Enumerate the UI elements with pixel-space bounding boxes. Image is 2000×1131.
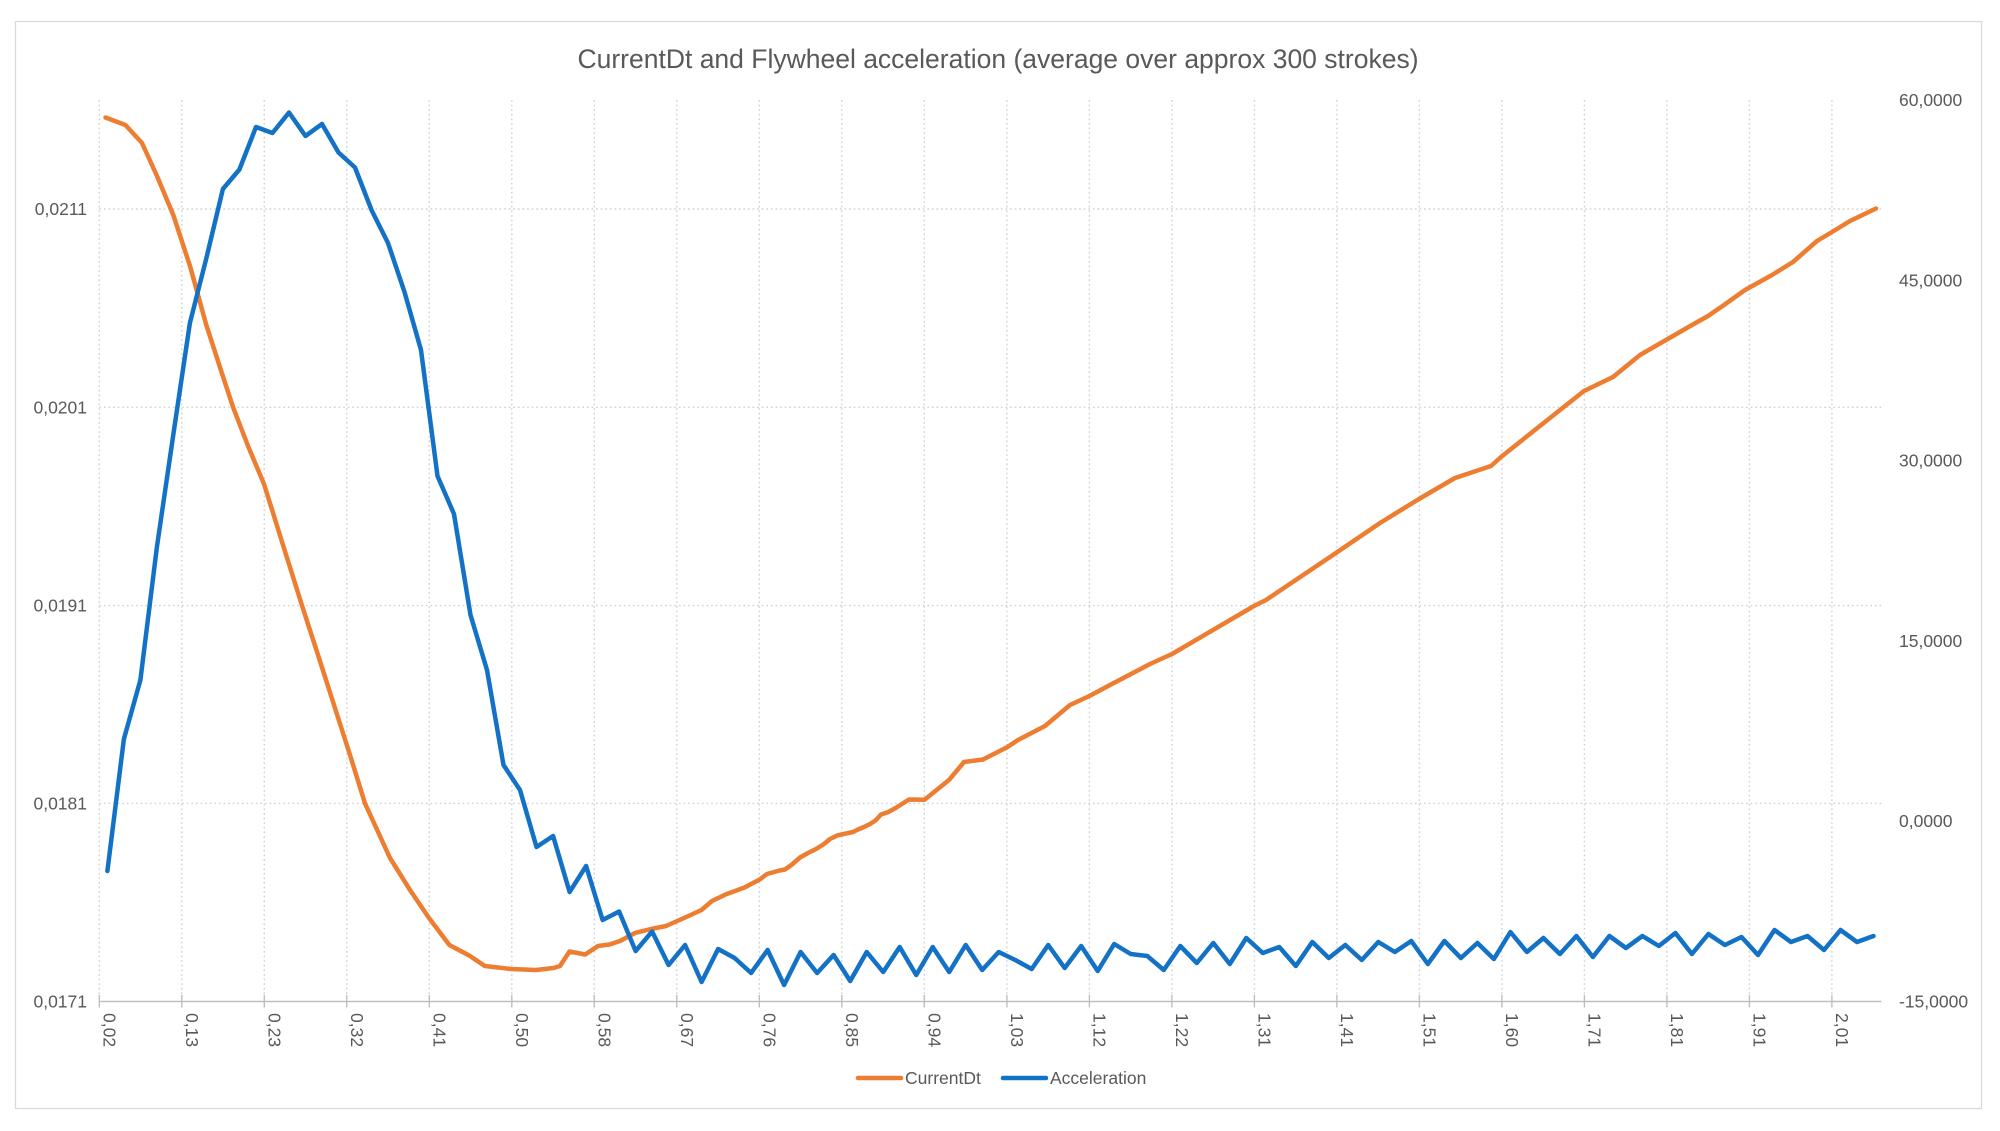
svg-text:1,22: 1,22 (1172, 1013, 1192, 1047)
svg-text:0,0191: 0,0191 (33, 596, 87, 616)
svg-text:1,03: 1,03 (1007, 1013, 1027, 1047)
svg-text:45,0000: 45,0000 (1899, 270, 1963, 290)
svg-text:0,94: 0,94 (924, 1013, 944, 1047)
svg-text:0,0000: 0,0000 (1899, 811, 1953, 831)
svg-text:CurrentDt: CurrentDt (905, 1068, 981, 1088)
svg-text:0,76: 0,76 (759, 1013, 779, 1047)
svg-text:0,13: 0,13 (182, 1013, 202, 1047)
svg-text:1,71: 1,71 (1584, 1013, 1604, 1047)
svg-text:1,12: 1,12 (1089, 1013, 1109, 1047)
svg-text:0,50: 0,50 (512, 1013, 532, 1047)
svg-text:-15,0000: -15,0000 (1899, 992, 1968, 1012)
svg-text:0,41: 0,41 (429, 1013, 449, 1047)
svg-text:Acceleration: Acceleration (1050, 1068, 1146, 1088)
svg-text:0,0181: 0,0181 (33, 793, 87, 813)
svg-text:0,58: 0,58 (594, 1013, 614, 1047)
svg-text:60,0000: 60,0000 (1899, 90, 1963, 110)
svg-text:1,60: 1,60 (1502, 1013, 1522, 1047)
svg-text:0,23: 0,23 (264, 1013, 284, 1047)
svg-text:0,67: 0,67 (677, 1013, 697, 1047)
svg-text:1,81: 1,81 (1667, 1013, 1687, 1047)
svg-text:0,85: 0,85 (842, 1013, 862, 1047)
svg-text:1,51: 1,51 (1419, 1013, 1439, 1047)
svg-text:30,0000: 30,0000 (1899, 451, 1963, 471)
svg-text:0,0211: 0,0211 (35, 199, 87, 219)
svg-text:1,41: 1,41 (1337, 1013, 1357, 1047)
svg-text:0,32: 0,32 (347, 1013, 367, 1047)
svg-text:1,91: 1,91 (1749, 1013, 1769, 1047)
svg-text:0,0171: 0,0171 (33, 992, 87, 1012)
svg-text:CurrentDt and Flywheel acceler: CurrentDt and Flywheel acceleration (ave… (577, 44, 1418, 74)
svg-text:2,01: 2,01 (1832, 1013, 1852, 1047)
svg-text:0,02: 0,02 (99, 1013, 119, 1047)
svg-text:1,31: 1,31 (1254, 1013, 1274, 1047)
svg-text:15,0000: 15,0000 (1899, 631, 1963, 651)
svg-text:0,0201: 0,0201 (33, 397, 87, 417)
